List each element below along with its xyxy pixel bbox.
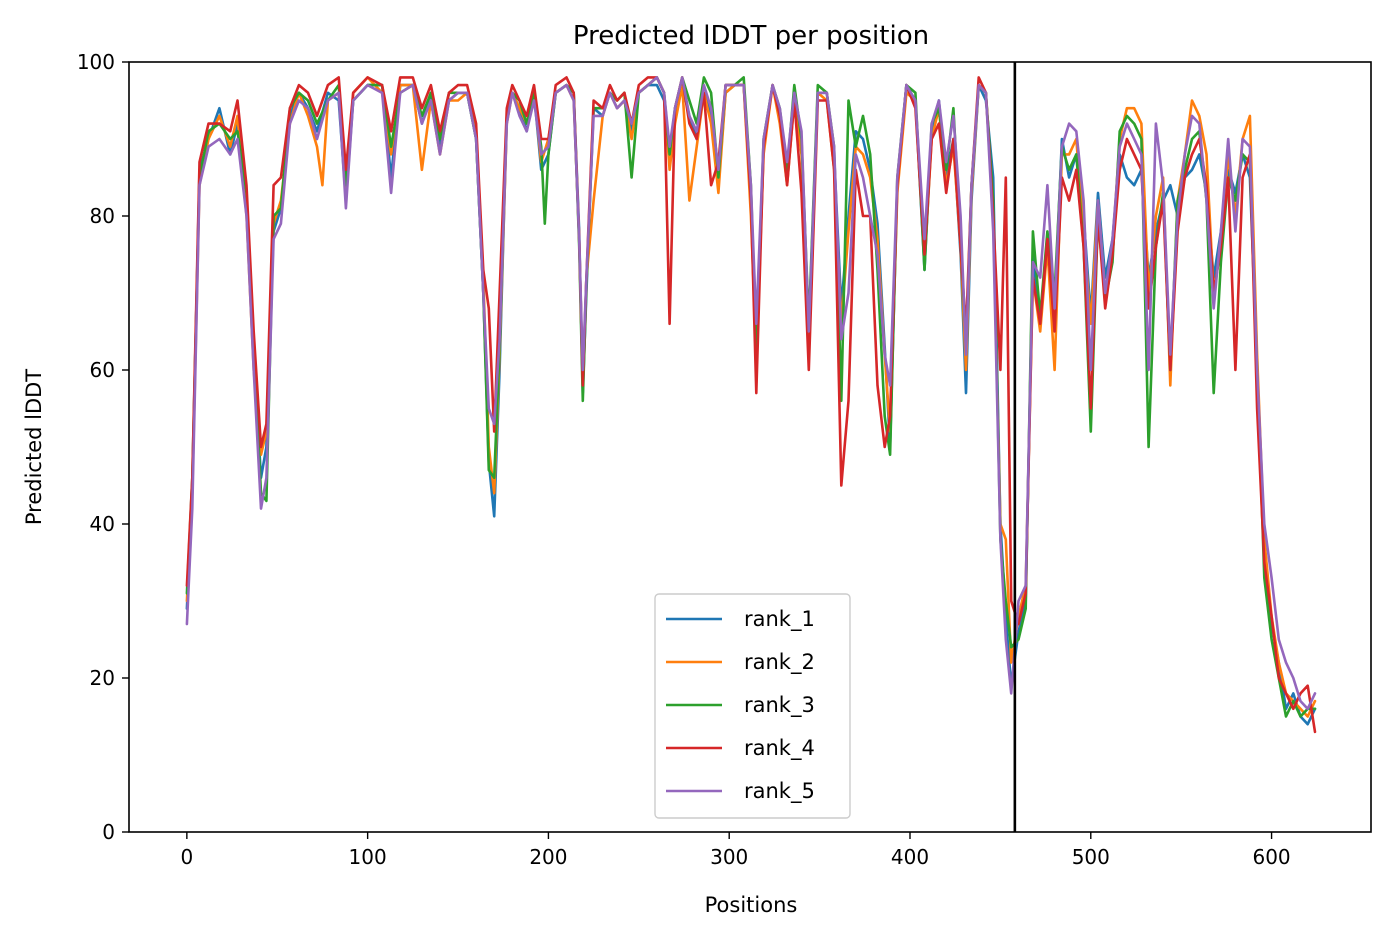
y-tick-label: 40 [90,512,115,536]
legend-label-rank-4: rank_4 [744,736,815,761]
x-tick-label: 400 [891,845,929,869]
chart-title: Predicted lDDT per position [573,21,929,51]
x-tick-label: 600 [1252,845,1290,869]
x-tick-label: 200 [529,845,567,869]
legend-frame [654,593,851,819]
chart-legend: rank_1 rank_2 rank_3 rank_4 rank_5 [654,593,851,819]
x-tick-label: 100 [349,845,387,869]
plot-frame [128,61,1372,833]
legend-label-rank-5: rank_5 [744,779,815,804]
y-tick-label: 60 [90,358,115,382]
legend-label-rank-3: rank_3 [744,693,815,718]
x-axis: 0 100 200 300 400 500 600 [180,832,1291,869]
x-tick-label: 0 [180,845,193,869]
y-tick-label: 20 [90,666,115,690]
x-tick-label: 300 [710,845,748,869]
y-axis-title: Predicted lDDT [22,369,46,525]
legend-label-rank-2: rank_2 [744,650,815,675]
plot-area [128,61,1372,833]
x-tick-label: 500 [1072,845,1110,869]
x-axis-title: Positions [705,893,798,917]
y-tick-label: 80 [90,204,115,228]
series-line-rank-5 [185,76,1317,711]
y-tick-label: 100 [77,50,115,74]
y-axis: 0 20 40 60 80 100 [77,50,129,844]
legend-label-rank-1: rank_1 [744,607,815,632]
y-tick-label: 0 [102,820,115,844]
